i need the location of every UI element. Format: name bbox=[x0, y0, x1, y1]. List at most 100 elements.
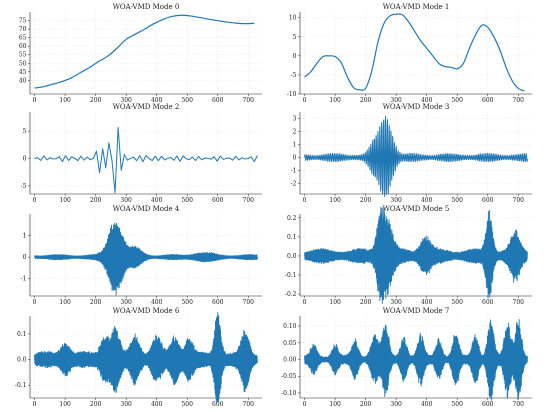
x-tick-label: 0 bbox=[303, 197, 307, 204]
series-line bbox=[304, 319, 528, 401]
x-tick-label: 700 bbox=[243, 299, 255, 306]
x-tick-label: 400 bbox=[151, 97, 163, 104]
y-tick-label: -5 bbox=[21, 183, 27, 190]
y-tick-label: 0.1 bbox=[287, 234, 297, 241]
x-tick-label: 600 bbox=[482, 401, 494, 408]
x-tick-label: 600 bbox=[212, 197, 224, 204]
y-tick-label: -1 bbox=[21, 276, 27, 283]
x-tick-label: 300 bbox=[120, 197, 132, 204]
y-tick-label: 0.0 bbox=[17, 357, 27, 364]
y-tick-label: -0.2 bbox=[285, 291, 297, 298]
y-tick-label: -5 bbox=[291, 72, 297, 79]
x-tick-label: 200 bbox=[360, 299, 372, 306]
y-tick-label: -10 bbox=[287, 91, 297, 98]
y-tick-label: 45 bbox=[19, 69, 27, 76]
x-tick-label: 500 bbox=[451, 401, 463, 408]
y-tick-label: 75 bbox=[19, 18, 27, 25]
y-tick-label: 55 bbox=[19, 52, 27, 59]
x-tick-label: 300 bbox=[390, 97, 402, 104]
y-tick-label: -0.1 bbox=[285, 272, 297, 279]
y-tick-label: 0.00 bbox=[283, 357, 297, 364]
series-line bbox=[34, 222, 258, 296]
chart-title: WOA-VMD Mode 0 bbox=[113, 3, 180, 11]
y-tick-label: 5 bbox=[23, 128, 27, 135]
x-tick-label: 500 bbox=[181, 401, 193, 408]
chart-title: WOA-VMD Mode 7 bbox=[383, 307, 450, 315]
y-tick-label: 0 bbox=[23, 155, 27, 162]
x-tick-label: 100 bbox=[59, 401, 71, 408]
x-tick-label: 500 bbox=[181, 197, 193, 204]
y-tick-label: 50 bbox=[19, 60, 27, 67]
x-tick-label: 500 bbox=[451, 97, 463, 104]
x-tick-label: 200 bbox=[360, 197, 372, 204]
y-tick-label: -0.10 bbox=[281, 390, 297, 397]
x-tick-label: 600 bbox=[482, 97, 494, 104]
x-tick-label: 400 bbox=[151, 401, 163, 408]
x-tick-label: 100 bbox=[329, 97, 341, 104]
chart-panel-4: 0 100 200 300 400 500 600 700 -1 0 1 WOA-VMD Mode 4 bbox=[21, 205, 262, 306]
x-tick-label: 600 bbox=[482, 197, 494, 204]
series-line bbox=[304, 13, 525, 92]
y-tick-label: 0 bbox=[293, 155, 297, 162]
y-tick-label: 0 bbox=[293, 53, 297, 60]
chart-title: WOA-VMD Mode 5 bbox=[383, 205, 450, 213]
x-tick-label: 0 bbox=[33, 401, 37, 408]
x-tick-label: 700 bbox=[243, 401, 255, 408]
x-tick-label: 100 bbox=[329, 197, 341, 204]
y-tick-label: -2 bbox=[291, 181, 297, 188]
x-tick-label: 100 bbox=[59, 299, 71, 306]
y-tick-label: 60 bbox=[19, 43, 27, 50]
x-tick-label: 700 bbox=[513, 97, 525, 104]
y-tick-label: 0.1 bbox=[17, 331, 27, 338]
x-tick-label: 500 bbox=[181, 97, 193, 104]
chart-panel-2: 0 100 200 300 400 500 600 700 -5 0 5 WOA-VMD Mode 2 bbox=[21, 103, 262, 204]
x-tick-label: 600 bbox=[482, 299, 494, 306]
x-tick-label: 200 bbox=[360, 401, 372, 408]
x-tick-label: 300 bbox=[390, 299, 402, 306]
chart-title: WOA-VMD Mode 2 bbox=[113, 103, 180, 111]
y-tick-label: 70 bbox=[19, 26, 27, 33]
x-tick-label: 0 bbox=[33, 197, 37, 204]
x-tick-label: 500 bbox=[181, 299, 193, 306]
chart-title: WOA-VMD Mode 3 bbox=[383, 103, 450, 111]
y-tick-label: 3 bbox=[293, 116, 297, 123]
y-tick-label: 40 bbox=[19, 77, 27, 84]
y-tick-label: 1 bbox=[23, 233, 27, 240]
chart-panel-3: 0 100 200 300 400 500 600 700 -2 -1 0 1 2 3 WOA-VMD Mo… bbox=[291, 103, 532, 204]
series-line bbox=[34, 312, 258, 404]
chart-title: WOA-VMD Mode 6 bbox=[113, 307, 180, 315]
y-tick-label: -0.05 bbox=[281, 373, 297, 380]
x-tick-label: 200 bbox=[90, 197, 102, 204]
x-tick-label: 700 bbox=[513, 401, 525, 408]
y-tick-label: -1 bbox=[291, 168, 297, 175]
x-tick-label: 200 bbox=[90, 401, 102, 408]
x-tick-label: 600 bbox=[212, 299, 224, 306]
x-tick-label: 100 bbox=[59, 197, 71, 204]
x-tick-label: 0 bbox=[303, 299, 307, 306]
series-line bbox=[34, 14, 255, 89]
x-tick-label: 300 bbox=[120, 97, 132, 104]
y-tick-label: 0.10 bbox=[283, 323, 297, 330]
x-tick-label: 200 bbox=[90, 299, 102, 306]
x-tick-label: 700 bbox=[513, 197, 525, 204]
x-tick-label: 700 bbox=[243, 97, 255, 104]
chart-panel-1: 0 100 200 300 400 500 600 700 -10 -5 0 5 10 WOA-VMD M… bbox=[287, 3, 532, 104]
chart-panel-7: 0 100 200 300 400 500 600 700 -0.10 -0.05 0.00 0.05… bbox=[281, 307, 532, 408]
x-tick-label: 400 bbox=[421, 299, 433, 306]
x-tick-label: 300 bbox=[390, 197, 402, 204]
x-tick-label: 600 bbox=[212, 97, 224, 104]
x-tick-label: 600 bbox=[212, 401, 224, 408]
x-tick-label: 300 bbox=[120, 299, 132, 306]
y-tick-label: 0.0 bbox=[287, 253, 297, 260]
y-tick-label: 65 bbox=[19, 35, 27, 42]
chart-panel-5: 0 100 200 300 400 500 600 700 -0.2 -0.1 0.0 0.1 0.2 W… bbox=[285, 205, 532, 306]
chart-title: WOA-VMD Mode 4 bbox=[113, 205, 180, 213]
series-line bbox=[304, 206, 528, 304]
y-tick-label: 10 bbox=[289, 15, 297, 22]
x-tick-label: 700 bbox=[243, 197, 255, 204]
x-tick-label: 400 bbox=[421, 197, 433, 204]
x-tick-label: 200 bbox=[90, 97, 102, 104]
x-tick-label: 100 bbox=[329, 299, 341, 306]
x-tick-label: 400 bbox=[151, 197, 163, 204]
